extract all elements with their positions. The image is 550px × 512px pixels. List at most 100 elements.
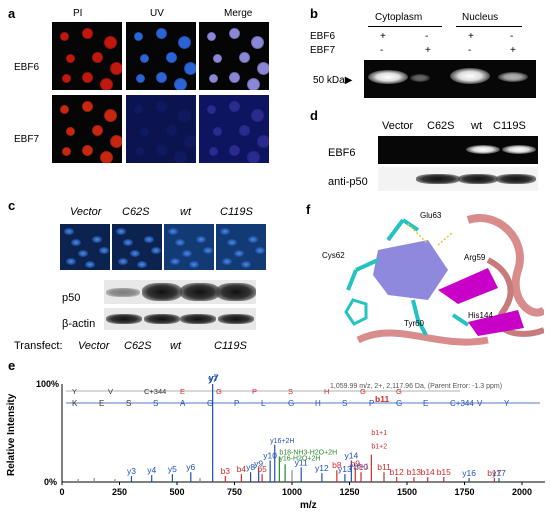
panel-a-cell bbox=[156, 72, 167, 83]
panel-c-blot-actin: β-actin bbox=[62, 318, 96, 330]
panel-e-peak-label: y14 bbox=[344, 450, 358, 460]
panel-e-seq-bottom-res: E bbox=[423, 399, 428, 408]
panel-e-ylabel: Relative Intensity bbox=[6, 393, 17, 476]
panel-d-band-wt bbox=[466, 145, 500, 154]
panel-a-cell bbox=[209, 147, 218, 156]
panel-f-res-cys62: Cys62 bbox=[322, 251, 345, 260]
panel-c-label: c bbox=[8, 198, 16, 213]
panel-a-cell bbox=[247, 151, 260, 163]
panel-b-mark: - bbox=[425, 31, 429, 42]
panel-d-blot-ebf6: EBF6 bbox=[328, 147, 356, 159]
panel-e-peak-label: y3 bbox=[127, 466, 136, 476]
panel-c-cell bbox=[227, 239, 237, 246]
panel-c-cell bbox=[118, 258, 128, 265]
panel-e-spectrum: Relative Intensity 100% 0% m/z 1,059.99 … bbox=[6, 373, 545, 511]
panel-e-peak-label: b10 bbox=[354, 462, 368, 472]
panel-e-annotation: b1+2 bbox=[371, 444, 387, 451]
panel-c-p50-band-2 bbox=[142, 283, 182, 301]
panel-e-ytick-0: 0% bbox=[44, 477, 57, 487]
panel-f-sheet-1 bbox=[438, 268, 498, 304]
panel-e-peak-label: b15 bbox=[437, 467, 451, 477]
panel-e-annotation: b1+1 bbox=[371, 430, 387, 437]
panel-a-cell bbox=[110, 135, 122, 148]
panel-e-seq-top-res: C+344 bbox=[144, 387, 166, 396]
panel-c-cell bbox=[189, 261, 199, 268]
panel-a-col-merge: Merge bbox=[224, 8, 253, 19]
panel-c-cell bbox=[116, 228, 126, 235]
panel-e-y7-top: y7 bbox=[209, 373, 219, 383]
panel-d-lane-vector: Vector bbox=[382, 120, 414, 132]
panel-c-top-lane-c62s: C62S bbox=[122, 206, 150, 218]
panel-b-mark: - bbox=[380, 45, 384, 56]
panel-a-cell bbox=[229, 145, 240, 156]
panel-a-cell bbox=[229, 101, 240, 112]
panel-c-top-lane-c119s: C119S bbox=[220, 206, 253, 218]
panel-e-peak-label: b13 bbox=[407, 467, 421, 477]
panel-c-cell bbox=[130, 250, 140, 257]
panel-c-cell bbox=[85, 261, 95, 268]
panel-e-xtick-label: 1250 bbox=[339, 487, 359, 497]
panel-e-peak-label: y11 bbox=[295, 457, 308, 467]
panel-a-cell bbox=[100, 151, 113, 163]
panel-c-cell bbox=[78, 250, 88, 257]
panel-e-header-note: 1,059.99 m/z, 2+, 2,117.96 Da, (Parent E… bbox=[330, 383, 502, 390]
panel-a-col-pi: PI bbox=[73, 8, 83, 19]
panel-e-xtick-label: 750 bbox=[227, 487, 242, 497]
panel-a-cell bbox=[251, 36, 264, 49]
panel-c-p50-band-1 bbox=[106, 288, 140, 297]
panel-c-lane-c62s: C62S bbox=[124, 340, 152, 352]
panel-c-lane-c119s: C119S bbox=[214, 340, 247, 352]
panel-e-peak-label: b5 bbox=[257, 464, 267, 474]
panel-f-sticks bbox=[346, 218, 470, 336]
panel-b-group-nucleus: Nucleus bbox=[462, 12, 499, 23]
panel-a-tile-r1-c1 bbox=[126, 95, 196, 163]
panel-a-cell bbox=[136, 74, 145, 83]
panel-d-p50-band-2 bbox=[416, 174, 460, 184]
panel-a-cell bbox=[66, 54, 75, 63]
panel-e-peak-label: y6 bbox=[186, 462, 195, 472]
panel-a-tile-r1-c0 bbox=[52, 95, 122, 163]
panel-e-axes: 0 250 500 750 1000 1250 1500 1750 2000 bbox=[59, 384, 545, 497]
panel-e-seq-top-res: Y bbox=[72, 387, 77, 396]
panel-b-mark: - bbox=[468, 45, 472, 56]
panel-e-peak-label: y7 bbox=[208, 374, 217, 384]
panel-b-label: b bbox=[310, 6, 318, 21]
panel-c-p50-band-4 bbox=[216, 283, 256, 301]
panel-c-cell bbox=[144, 236, 154, 243]
panel-d-label: d bbox=[310, 108, 318, 123]
panel-a-cell bbox=[178, 36, 191, 49]
panel-e-xlabel: m/z bbox=[300, 500, 317, 511]
panel-c-transfect-label: Transfect: bbox=[14, 340, 63, 352]
panel-e-seq-bottom-res: G bbox=[288, 399, 294, 408]
panel-a-tile-r0-c0 bbox=[52, 22, 122, 90]
panel-e-seq-bottom-res: G bbox=[396, 399, 402, 408]
panel-a-cell bbox=[257, 62, 269, 75]
panel-a-cell bbox=[174, 78, 187, 90]
panel-e-seq-top-res: E bbox=[180, 387, 185, 396]
panel-c-actin-band-4 bbox=[218, 314, 254, 324]
panel-a-cell bbox=[104, 36, 117, 49]
panel-a-cell bbox=[178, 109, 191, 122]
panel-a-cell bbox=[247, 78, 260, 90]
panel-a-cell bbox=[213, 54, 222, 63]
panel-e-peak-label: y8 bbox=[246, 462, 255, 472]
panel-e-seq-bottom-res: Y bbox=[504, 399, 510, 408]
panel-b-blot bbox=[364, 60, 536, 98]
panel-a-cell bbox=[251, 109, 264, 122]
panel-e-annotation: b18-NH3-H2O+2H bbox=[279, 450, 337, 457]
panel-a-cell bbox=[213, 127, 222, 136]
panel-a-cell bbox=[92, 125, 103, 136]
panel-a-cell bbox=[174, 151, 187, 163]
panel-e-peak-label: y5 bbox=[168, 464, 177, 474]
panel-a-row-ebf6: EBF6 bbox=[14, 62, 40, 73]
panel-e-xtick-label: 500 bbox=[169, 487, 184, 497]
panel-a-cell bbox=[156, 145, 167, 156]
panel-a-cell bbox=[134, 105, 143, 114]
panel-c-cell bbox=[175, 239, 185, 246]
panel-e-seq-top-res: V bbox=[108, 387, 113, 396]
panel-e-peak-label: y12 bbox=[315, 463, 329, 473]
panel-b-mark: + bbox=[510, 45, 516, 56]
panel-e-seq-bottom-res: S bbox=[126, 399, 131, 408]
